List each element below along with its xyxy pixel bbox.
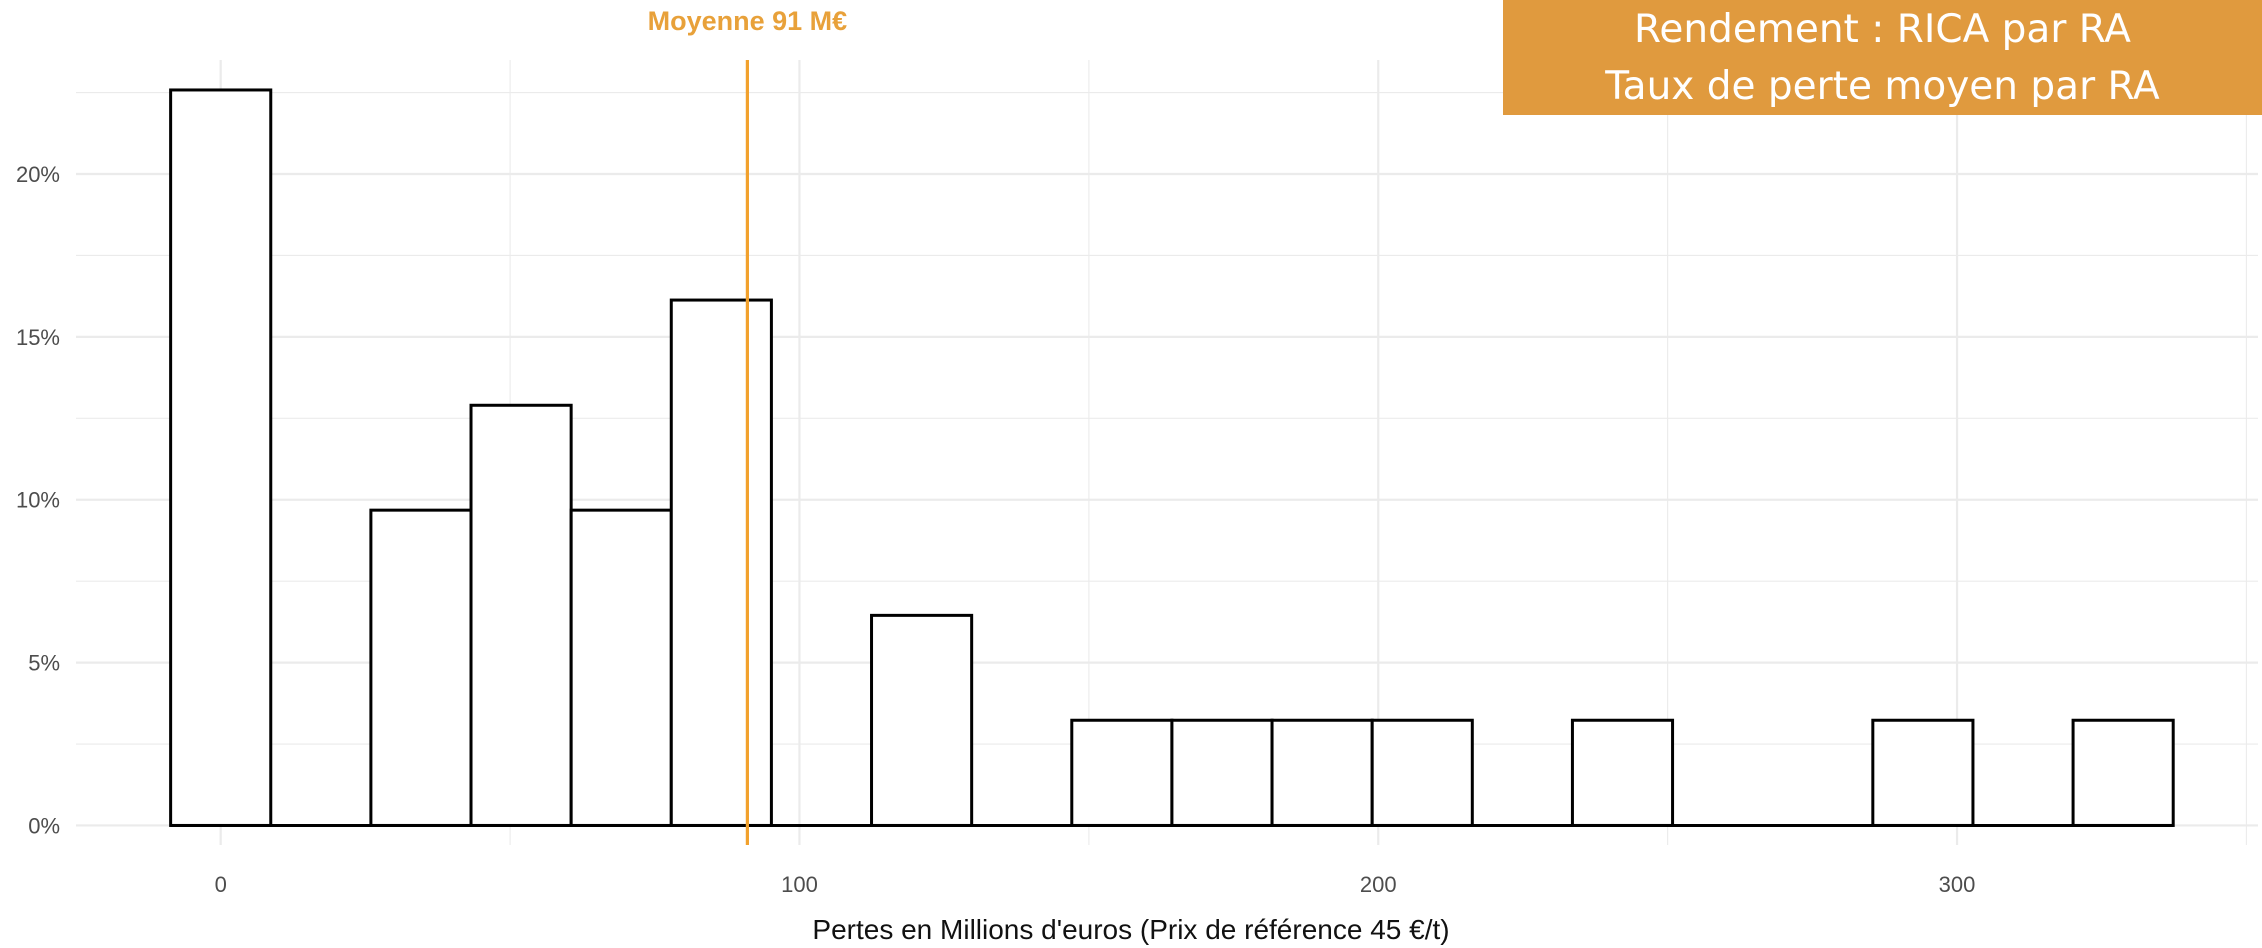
histogram-bar [1570, 718, 1675, 827]
histogram-bar [1070, 718, 1174, 827]
y-tick-label: 15% [16, 325, 60, 350]
histogram-bar [1871, 718, 1975, 827]
x-tick-labels: 0 100 200 300 [215, 872, 1976, 897]
histogram-bars [169, 88, 2175, 827]
histogram-bar [1270, 718, 1374, 827]
histogram-bar [469, 403, 573, 827]
title-line-1: Rendement : RICA par RA [1634, 6, 2131, 52]
chart-title-box: Rendement : RICA par RA Taux de perte mo… [1503, 0, 2262, 115]
histogram-bar [870, 613, 974, 827]
y-tick-label: 5% [28, 651, 60, 676]
histogram-bar [1170, 718, 1274, 827]
histogram-bar [569, 508, 673, 827]
histogram-bar [1370, 718, 1474, 827]
x-tick-label: 0 [215, 872, 227, 897]
title-line-2: Taux de perte moyen par RA [1605, 63, 2160, 109]
x-tick-label: 300 [1939, 872, 1976, 897]
x-axis-label: Pertes en Millions d'euros (Prix de réfé… [812, 914, 1450, 945]
histogram-bar [669, 298, 773, 827]
x-tick-label: 100 [781, 872, 818, 897]
histogram-bar [2071, 718, 2175, 827]
y-tick-labels: 0% 5% 10% 15% 20% [16, 162, 60, 838]
y-tick-label: 10% [16, 488, 60, 513]
y-tick-label: 0% [28, 813, 60, 838]
histogram-bar [169, 88, 273, 827]
mean-annotation: Moyenne 91 M€ [647, 6, 848, 36]
histogram-bar [369, 508, 473, 827]
x-tick-label: 200 [1360, 872, 1397, 897]
y-tick-label: 20% [16, 162, 60, 187]
